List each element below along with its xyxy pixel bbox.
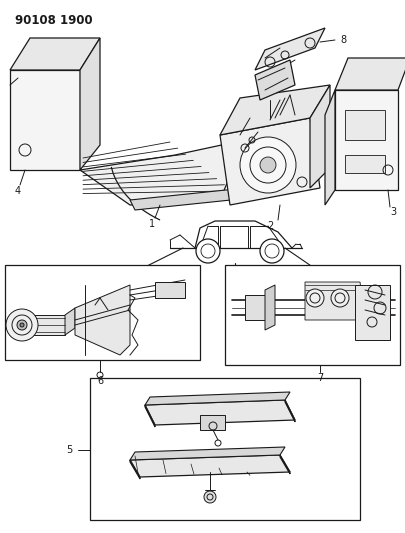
Polygon shape xyxy=(145,392,290,405)
Text: 4: 4 xyxy=(15,186,21,196)
Text: 5: 5 xyxy=(66,445,72,455)
Polygon shape xyxy=(20,315,65,335)
Text: 90108 1900: 90108 1900 xyxy=(15,14,93,27)
Bar xyxy=(5,265,200,360)
Circle shape xyxy=(20,323,24,327)
Polygon shape xyxy=(220,118,320,205)
Text: 6: 6 xyxy=(97,376,103,386)
Polygon shape xyxy=(355,285,390,340)
Polygon shape xyxy=(130,460,140,479)
Polygon shape xyxy=(75,285,130,355)
Bar xyxy=(155,282,185,298)
Polygon shape xyxy=(285,400,295,422)
Circle shape xyxy=(260,239,284,263)
Circle shape xyxy=(6,309,38,341)
Polygon shape xyxy=(265,285,275,330)
Text: 8: 8 xyxy=(340,35,346,45)
Polygon shape xyxy=(130,447,285,460)
Polygon shape xyxy=(10,70,80,170)
Circle shape xyxy=(204,491,216,503)
Text: 2: 2 xyxy=(267,221,273,231)
Polygon shape xyxy=(305,282,365,320)
Bar xyxy=(345,155,385,173)
Polygon shape xyxy=(245,295,270,320)
Polygon shape xyxy=(325,90,335,205)
Polygon shape xyxy=(145,400,295,425)
Circle shape xyxy=(331,289,349,307)
Polygon shape xyxy=(65,308,75,335)
Text: 7: 7 xyxy=(317,373,323,383)
Circle shape xyxy=(17,320,27,330)
Polygon shape xyxy=(220,85,330,135)
Polygon shape xyxy=(335,58,405,90)
Polygon shape xyxy=(280,455,290,474)
Circle shape xyxy=(196,239,220,263)
Polygon shape xyxy=(80,38,100,170)
Polygon shape xyxy=(255,60,295,100)
Text: 3: 3 xyxy=(390,207,396,217)
Text: 1: 1 xyxy=(149,219,155,229)
Polygon shape xyxy=(310,85,330,188)
Polygon shape xyxy=(145,405,155,427)
Bar xyxy=(345,110,385,140)
Circle shape xyxy=(240,137,296,193)
Circle shape xyxy=(260,157,276,173)
Polygon shape xyxy=(80,140,245,205)
Polygon shape xyxy=(255,28,325,70)
Bar xyxy=(90,378,360,520)
Circle shape xyxy=(306,289,324,307)
Polygon shape xyxy=(130,188,250,210)
Bar xyxy=(225,265,400,365)
Polygon shape xyxy=(335,90,398,190)
Polygon shape xyxy=(200,415,225,430)
Polygon shape xyxy=(10,38,100,70)
Polygon shape xyxy=(130,455,290,477)
